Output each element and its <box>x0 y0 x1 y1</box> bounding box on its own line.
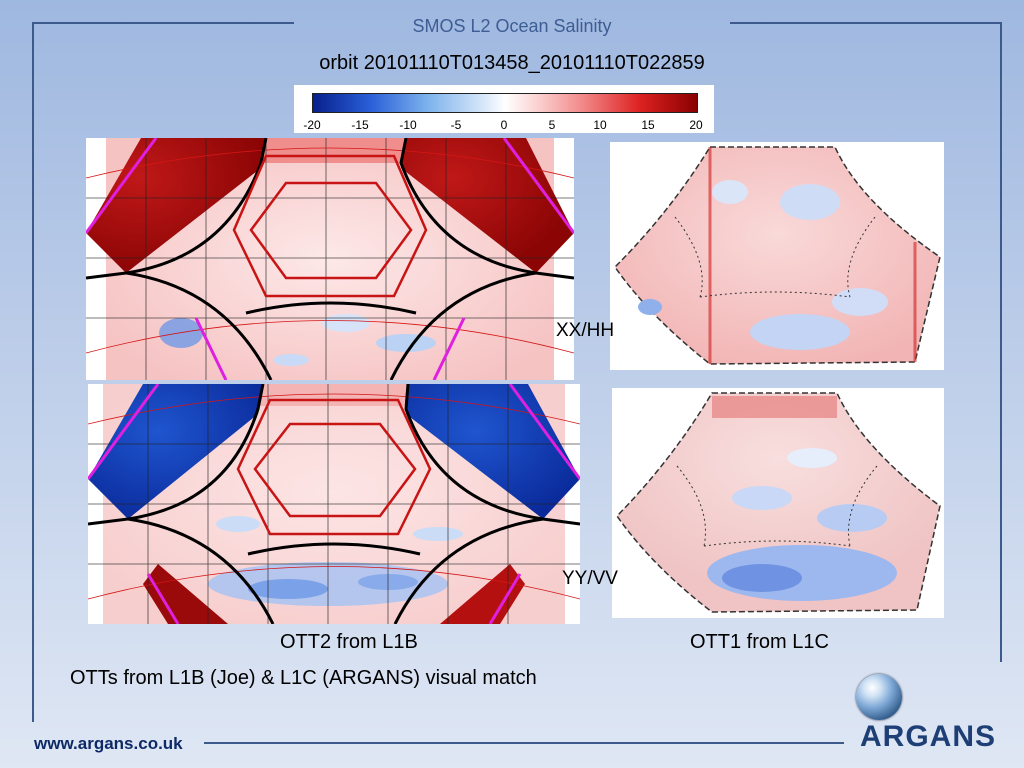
caption-ott1: OTT1 from L1C <box>690 631 829 653</box>
ott2-xx-map <box>86 138 574 380</box>
colorbar-tick: 20 <box>689 118 703 132</box>
colorbar-tick: -15 <box>351 118 369 132</box>
frame-bottom <box>204 742 844 744</box>
ott1-yy-map <box>612 388 944 618</box>
globe-icon <box>856 674 902 720</box>
ott2-yy-map <box>88 384 580 624</box>
colorbar-tick: 15 <box>641 118 655 132</box>
footer-url[interactable]: www.argans.co.uk <box>34 734 183 753</box>
colorbar: -20 -15 -10 -5 0 5 10 15 20 <box>294 85 714 133</box>
label-xx-hh: XX/HH <box>556 320 615 341</box>
colorbar-tick: -10 <box>399 118 417 132</box>
colorbar-tick: 10 <box>593 118 607 132</box>
frame-top-right <box>730 22 1002 24</box>
colorbar-tick: 0 <box>500 118 508 132</box>
summary-text: OTTs from L1B (Joe) & L1C (ARGANS) visua… <box>70 667 537 689</box>
frame-right <box>1000 22 1002 662</box>
colorbar-tick: -5 <box>450 118 462 132</box>
colorbar-tick: -20 <box>303 118 321 132</box>
frame-left <box>32 22 34 722</box>
orbit-title: orbit 20101110T013458_20101110T022859 <box>319 52 705 74</box>
colorbar-gradient <box>312 93 698 113</box>
label-yy-vv: YY/VV <box>562 568 618 589</box>
slide-header: SMOS L2 Ocean Salinity <box>412 16 612 36</box>
ott1-xx-map <box>610 142 944 370</box>
argans-logo: ARGANS <box>860 720 997 753</box>
caption-ott2: OTT2 from L1B <box>280 631 418 653</box>
colorbar-tick: 5 <box>548 118 556 132</box>
frame-top-left <box>32 22 294 24</box>
